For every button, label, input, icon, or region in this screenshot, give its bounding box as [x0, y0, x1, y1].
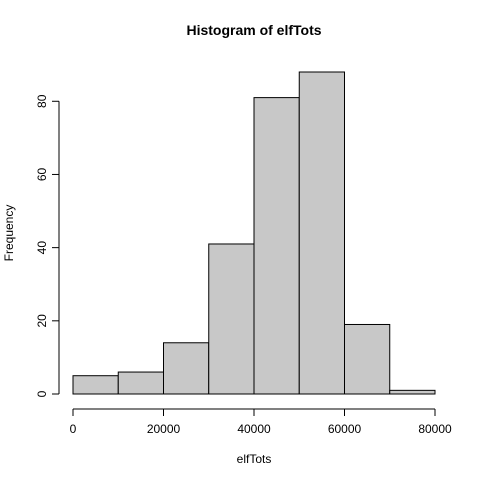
chart-title: Histogram of elfTots [186, 22, 321, 38]
histogram-bar-3 [208, 243, 255, 395]
y-tick-label-4: 80 [35, 94, 49, 108]
histogram-bar-5 [298, 71, 345, 395]
histogram-bar-4 [253, 97, 300, 395]
histogram-bar-0 [72, 375, 119, 395]
y-tick-label-3: 60 [35, 167, 49, 181]
x-tick-label-4: 80000 [418, 422, 452, 436]
y-tick-label-0: 0 [35, 390, 49, 397]
histogram-bar-1 [117, 371, 164, 395]
bars-layer [72, 71, 436, 395]
y-tick-label-1: 20 [35, 314, 49, 328]
x-tick-label-2: 40000 [237, 422, 271, 436]
x-tick-label-3: 60000 [328, 422, 362, 436]
x-axis: 0 20000 40000 60000 80000 [70, 408, 452, 436]
histogram-bar-7 [389, 389, 436, 395]
x-tick-label-0: 0 [70, 422, 77, 436]
histogram-bar-2 [163, 342, 210, 395]
y-tick-label-2: 40 [35, 241, 49, 255]
x-axis-label: elfTots [237, 452, 272, 466]
x-tick-label-1: 20000 [147, 422, 181, 436]
y-axis-label: Frequency [2, 205, 16, 262]
y-axis: 0 20 40 60 80 [35, 94, 60, 397]
histogram-bar-6 [344, 323, 391, 395]
